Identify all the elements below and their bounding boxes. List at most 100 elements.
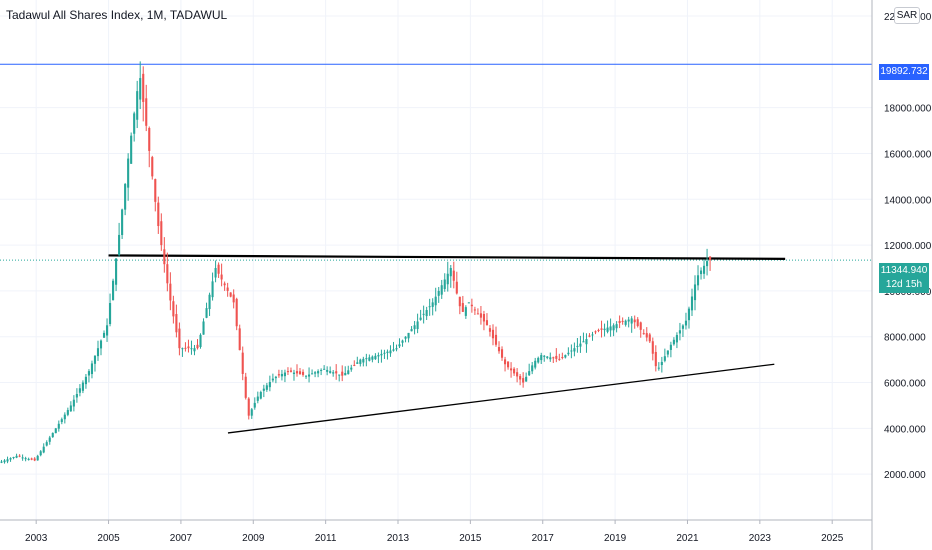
candle-body — [142, 73, 145, 102]
candle-body — [699, 270, 703, 275]
candle-body — [603, 328, 606, 331]
candle-body — [3, 460, 6, 463]
candle-body — [609, 326, 612, 331]
x-tick-label: 2003 — [25, 533, 48, 544]
candle-body — [133, 113, 136, 134]
candle-body — [503, 359, 507, 365]
candle-body — [163, 249, 166, 265]
candle-body — [416, 321, 419, 330]
candle-body — [407, 332, 410, 339]
candle-body — [479, 313, 482, 318]
x-tick-label: 2007 — [170, 533, 193, 544]
candle-body — [690, 296, 694, 311]
candle-body — [488, 328, 492, 332]
candle-body — [154, 179, 157, 202]
candle-body — [196, 344, 199, 349]
candle-body — [600, 328, 603, 330]
candle-body — [507, 361, 510, 368]
candle-body — [573, 348, 576, 352]
candle-body — [500, 349, 504, 358]
candle-body — [295, 371, 299, 374]
candle-body — [235, 298, 238, 327]
x-tick-label: 2021 — [676, 533, 699, 544]
x-tick-label: 2013 — [387, 533, 410, 544]
y-tick-label: 18000.000 — [884, 104, 932, 115]
candle-body — [449, 268, 452, 277]
candle-body — [687, 308, 691, 321]
candle-body — [404, 336, 407, 339]
candle-body — [102, 332, 106, 338]
candle-body — [675, 335, 678, 343]
candle-body — [93, 355, 97, 364]
candle-body — [27, 458, 30, 460]
candle-body — [311, 373, 314, 375]
candle-body — [681, 325, 685, 329]
candle-body — [271, 378, 274, 381]
currency-button[interactable]: SAR — [894, 7, 920, 24]
candle-body — [148, 128, 151, 151]
candle-body — [356, 362, 359, 364]
candle-body — [178, 328, 181, 349]
candle-body — [69, 405, 72, 412]
candle-body — [576, 345, 579, 347]
x-tick-label: 2025 — [821, 533, 844, 544]
candle-body — [491, 329, 495, 339]
candle-body — [516, 372, 519, 377]
candle-body — [193, 348, 196, 352]
candle-body — [389, 350, 392, 354]
candle-body — [636, 319, 639, 327]
candle-body — [374, 355, 377, 360]
candle-body — [12, 457, 15, 459]
candle-body — [392, 349, 395, 351]
candle-body — [513, 368, 516, 374]
candle-body — [42, 446, 45, 453]
candle-body — [678, 330, 681, 334]
candle-body — [482, 314, 485, 322]
candle-body — [672, 339, 675, 345]
candle-body — [277, 374, 280, 376]
candle-body — [654, 351, 657, 367]
candle-body — [51, 432, 54, 438]
candle-body — [347, 370, 350, 375]
candle-body — [15, 455, 18, 458]
candle-body — [6, 459, 9, 462]
candle-body — [268, 381, 271, 388]
candle-body — [558, 358, 561, 360]
candle-body — [54, 428, 57, 434]
candle-body — [280, 373, 283, 377]
candle-body — [320, 369, 323, 371]
candle-body — [597, 329, 600, 332]
candle-body — [60, 419, 63, 423]
candle-body — [21, 457, 24, 459]
candle-body — [473, 309, 476, 311]
y-tick-label: 4000.000 — [884, 424, 926, 435]
candle-body — [214, 268, 217, 278]
candle-body — [112, 280, 115, 301]
x-tick-label: 2023 — [749, 533, 772, 544]
x-tick-label: 2019 — [604, 533, 627, 544]
candle-body — [136, 91, 139, 120]
candle-body — [87, 371, 91, 376]
x-tick-label: 2017 — [532, 533, 555, 544]
candle-body — [455, 281, 458, 294]
candle-body — [386, 351, 389, 354]
candle-body — [36, 455, 39, 461]
candle-body — [383, 352, 386, 354]
candle-body — [702, 265, 706, 274]
candle-body — [314, 372, 317, 374]
candle-body — [202, 321, 205, 335]
candle-body — [365, 358, 368, 360]
candle-body — [485, 320, 489, 326]
candle-body — [226, 287, 229, 291]
candle-body — [96, 348, 100, 357]
candle-body — [298, 371, 302, 375]
candle-body — [160, 221, 163, 246]
candle-body — [0, 461, 3, 463]
candle-body — [461, 303, 464, 312]
candle-body — [537, 357, 540, 363]
candle-body — [139, 78, 142, 100]
candle-body — [262, 388, 265, 391]
candle-body — [588, 335, 591, 337]
candle-body — [175, 314, 178, 333]
candle-body — [99, 340, 103, 349]
